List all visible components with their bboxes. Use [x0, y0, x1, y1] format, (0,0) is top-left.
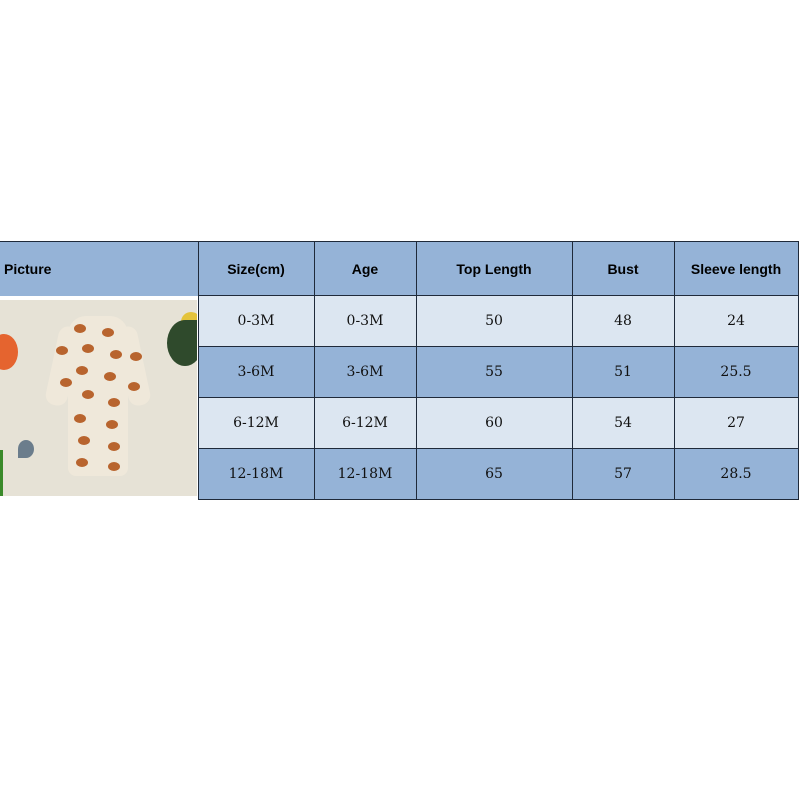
table-row: 12-18M 12-18M 65 57 28.5 — [0, 448, 799, 500]
football-print-icon — [82, 343, 94, 353]
cell-bust: 57 — [571, 448, 675, 500]
cell-age: 6-12M — [313, 397, 417, 449]
football-print-icon — [76, 457, 88, 467]
cell-size: 0-3M — [197, 295, 315, 347]
romper-icon — [43, 315, 153, 476]
table-row: 3-6M 3-6M 55 51 25.5 — [0, 346, 799, 398]
cell-age: 12-18M — [313, 448, 417, 500]
football-print-icon — [82, 389, 94, 399]
leaf-decoration-icon — [167, 319, 197, 366]
header-sleeve-length: Sleeve length — [673, 241, 799, 296]
header-age: Age — [313, 241, 417, 296]
football-print-icon — [108, 441, 120, 451]
cell-sleeve-length: 24 — [673, 295, 799, 347]
table-row: 0-3M 0-3M 50 48 24 — [0, 295, 799, 500]
product-picture — [0, 295, 199, 500]
size-chart-table: Picture Size(cm) Age Top Length Bust Sle… — [0, 241, 799, 500]
football-print-icon — [102, 327, 114, 337]
romper-photo — [0, 299, 197, 496]
cell-bust: 48 — [571, 295, 675, 347]
football-print-icon — [130, 351, 142, 361]
cell-age: 3-6M — [313, 346, 417, 398]
football-print-icon — [76, 365, 88, 375]
header-top-length: Top Length — [415, 241, 573, 296]
football-print-icon — [110, 349, 122, 359]
drop-decoration-icon — [18, 439, 34, 458]
football-print-icon — [56, 345, 68, 355]
football-decoration-icon — [0, 333, 18, 370]
header-bust: Bust — [571, 241, 675, 296]
cell-top-length: 65 — [415, 448, 573, 500]
football-print-icon — [128, 381, 140, 391]
football-print-icon — [74, 323, 86, 333]
cell-age: 0-3M — [313, 295, 417, 347]
football-print-icon — [106, 419, 118, 429]
football-print-icon — [108, 397, 120, 407]
football-print-icon — [78, 435, 90, 445]
cell-size: 3-6M — [197, 346, 315, 398]
table-row: 6-12M 6-12M 60 54 27 — [0, 397, 799, 449]
cell-bust: 54 — [571, 397, 675, 449]
cell-bust: 51 — [571, 346, 675, 398]
header-picture: Picture — [0, 241, 199, 296]
cell-top-length: 60 — [415, 397, 573, 449]
football-print-icon — [104, 371, 116, 381]
header-row: Picture Size(cm) Age Top Length Bust Sle… — [0, 241, 799, 296]
cell-size: 12-18M — [197, 448, 315, 500]
football-print-icon — [108, 461, 120, 471]
cell-sleeve-length: 27 — [673, 397, 799, 449]
green-edge — [0, 449, 3, 496]
cell-sleeve-length: 25.5 — [673, 346, 799, 398]
cell-top-length: 55 — [415, 346, 573, 398]
header-size: Size(cm) — [197, 241, 315, 296]
cell-sleeve-length: 28.5 — [673, 448, 799, 500]
football-print-icon — [60, 377, 72, 387]
football-print-icon — [74, 413, 86, 423]
cell-top-length: 50 — [415, 295, 573, 347]
cell-size: 6-12M — [197, 397, 315, 449]
